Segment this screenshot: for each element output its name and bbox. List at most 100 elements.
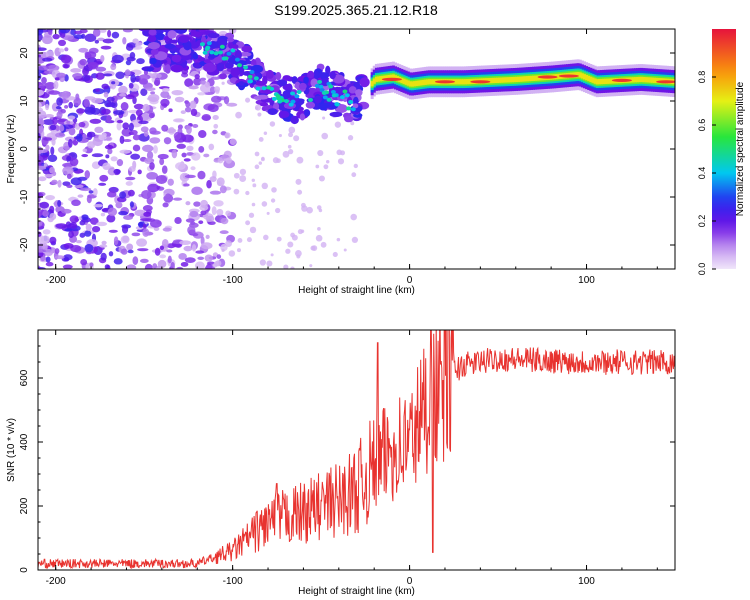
ridge-segment (582, 74, 586, 80)
noise-blob (249, 226, 257, 234)
signal-blob (344, 93, 350, 98)
noise-blob (152, 263, 158, 269)
signal-blob (164, 43, 175, 49)
noise-blob (217, 157, 224, 164)
noise-blob (76, 133, 83, 142)
signal-blob (147, 42, 160, 50)
ridge-segment (585, 74, 589, 81)
signal-blob (308, 97, 314, 102)
noise-blob (259, 259, 266, 266)
signal-blob (249, 70, 255, 75)
noise-blob (93, 203, 103, 208)
noise-blob (38, 29, 44, 36)
ridge-segment (655, 77, 659, 84)
signal-blob (314, 83, 320, 88)
noise-blob (56, 97, 63, 106)
noise-blob (123, 215, 134, 221)
noise-blob (192, 124, 199, 129)
signal-blob (276, 79, 288, 87)
noise-blob (254, 151, 260, 157)
ridge-segment (515, 76, 519, 83)
noise-blob (159, 245, 165, 250)
noise-blob (99, 244, 108, 248)
noise-blob (237, 238, 243, 243)
noise-blob (130, 153, 141, 160)
ridge-segment (606, 78, 610, 84)
noise-blob (153, 226, 160, 232)
noise-blob (266, 211, 270, 215)
signal-blob (335, 103, 348, 114)
noise-blob (53, 80, 59, 90)
noise-blob (95, 72, 105, 80)
signal-blob (266, 85, 272, 90)
ridge-segment (493, 77, 497, 84)
noise-blob (61, 208, 72, 214)
noise-blob (118, 210, 129, 216)
colorbar-tick-label: 0.2 (697, 215, 707, 228)
noise-blob (89, 118, 102, 124)
heatmap-x-tick-label: -100 (223, 275, 243, 286)
ridge-segment (415, 80, 419, 87)
noise-blob (139, 218, 152, 222)
noise-blob (178, 253, 187, 260)
noise-blob (160, 98, 170, 107)
noise-blob (101, 108, 111, 115)
noise-blob (165, 128, 177, 134)
noise-blob (62, 35, 74, 41)
noise-blob (183, 183, 190, 187)
noise-blob (94, 126, 104, 134)
noise-blob (261, 156, 265, 161)
noise-blob (69, 221, 78, 229)
colorbar-tick-label: 0.6 (697, 119, 707, 132)
ridge-segment (421, 79, 425, 86)
colorbar (712, 29, 736, 269)
noise-blob (315, 234, 323, 242)
noise-blob (142, 144, 154, 153)
signal-blob (190, 31, 203, 38)
signal-blob (167, 30, 177, 39)
noise-blob (251, 202, 256, 207)
noise-blob (258, 137, 264, 142)
noise-blob (49, 236, 57, 244)
noise-blob (174, 217, 182, 225)
noise-blob (323, 164, 329, 170)
ridge-segment (587, 75, 591, 82)
ridge-segment (406, 80, 410, 86)
noise-blob (315, 164, 320, 169)
noise-blob (45, 144, 50, 151)
noise-blob (166, 95, 172, 100)
noise-blob (74, 30, 83, 35)
noise-blob (41, 35, 53, 45)
noise-blob (142, 205, 153, 212)
ridge-peak (434, 80, 455, 84)
noise-blob (157, 259, 167, 269)
noise-blob (78, 121, 86, 128)
noise-blob (92, 225, 101, 233)
ridge-segment (413, 81, 417, 87)
ridge-segment (602, 78, 606, 85)
signal-blob (261, 86, 267, 91)
ridge-segment (400, 77, 404, 84)
signal-blob (299, 113, 305, 121)
noise-blob (107, 29, 112, 38)
noise-blob (119, 149, 131, 154)
noise-blob (128, 166, 136, 173)
ridge-segment (500, 77, 504, 83)
noise-blob (98, 182, 107, 186)
noise-blob (239, 168, 247, 176)
signal-blob (355, 89, 363, 97)
noise-blob (198, 146, 205, 153)
noise-blob (55, 223, 68, 229)
noise-blob (233, 172, 240, 179)
noise-blob (125, 181, 133, 186)
noise-blob (120, 235, 130, 244)
ridge-segment (381, 75, 385, 82)
noise-blob (186, 152, 194, 156)
ridge-segment (455, 79, 459, 85)
noise-blob (52, 117, 58, 125)
noise-blob (246, 237, 252, 243)
ridge-segment (648, 77, 652, 83)
noise-blob (70, 68, 82, 73)
noise-blob (75, 93, 80, 102)
noise-blob (297, 189, 303, 195)
